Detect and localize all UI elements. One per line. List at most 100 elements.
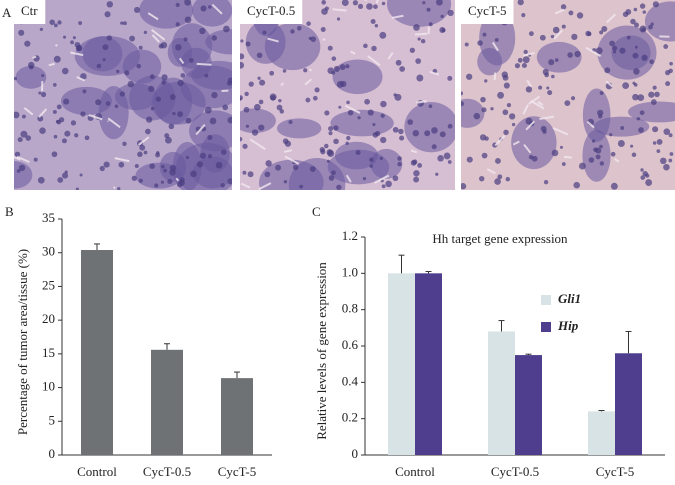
nucleus: [185, 155, 190, 160]
nucleus: [380, 100, 387, 108]
nucleus: [149, 74, 155, 80]
stroma-fiber: [522, 104, 529, 115]
nucleus: [490, 107, 494, 111]
nucleus: [413, 24, 420, 31]
nucleus: [550, 34, 555, 39]
y-tick-label: 5: [49, 412, 56, 427]
nucleus: [53, 23, 58, 28]
nucleus: [331, 56, 337, 61]
stroma-fiber: [304, 78, 313, 86]
stroma-fiber: [211, 3, 223, 15]
nucleus: [82, 89, 87, 94]
nucleus: [116, 69, 120, 74]
nucleus: [122, 21, 127, 26]
nucleus: [564, 100, 571, 107]
nucleus: [559, 145, 563, 149]
nucleus: [630, 144, 634, 148]
nucleus: [447, 160, 452, 164]
nucleus: [296, 25, 302, 31]
image-label: CycT-5: [468, 3, 507, 18]
nucleus: [251, 129, 259, 136]
bar: [515, 355, 542, 455]
nucleus: [393, 93, 397, 97]
nucleus: [184, 0, 192, 6]
nucleus: [642, 10, 646, 14]
stroma-fiber: [613, 158, 620, 163]
stroma-fiber: [391, 14, 404, 19]
nucleus: [160, 180, 164, 184]
nucleus: [62, 35, 67, 39]
tumor-nest: [167, 37, 193, 67]
tumor-nest: [628, 101, 675, 123]
nucleus: [587, 31, 592, 36]
nucleus: [379, 156, 383, 161]
nucleus: [440, 14, 444, 19]
nucleus: [70, 120, 77, 126]
nucleus: [477, 40, 483, 46]
stroma-fiber: [23, 107, 34, 116]
nucleus: [426, 7, 431, 12]
nucleus: [64, 130, 71, 137]
nucleus: [626, 35, 631, 40]
nucleus: [63, 98, 70, 105]
bar: [151, 349, 183, 455]
nucleus: [355, 150, 361, 156]
stroma-fiber: [525, 120, 535, 131]
nucleus: [269, 70, 275, 76]
nucleus: [625, 8, 632, 15]
nucleus: [222, 104, 229, 111]
nucleus: [172, 111, 176, 116]
stroma-fiber: [283, 149, 293, 153]
nucleus: [409, 47, 416, 53]
nucleus: [220, 183, 225, 188]
nucleus: [72, 36, 76, 40]
nucleus: [256, 52, 263, 59]
stroma-fiber: [563, 155, 572, 159]
tumor-nest: [332, 59, 383, 95]
stroma-fiber: [258, 182, 272, 190]
stroma-fiber: [32, 55, 37, 60]
nucleus: [637, 94, 645, 102]
nucleus: [481, 107, 487, 113]
nucleus: [64, 170, 68, 174]
nucleus: [336, 17, 341, 21]
stroma-fiber: [345, 174, 352, 183]
nucleus: [346, 135, 351, 141]
nucleus: [333, 138, 339, 145]
nucleus: [24, 40, 31, 47]
nucleus: [259, 79, 266, 86]
nucleus: [80, 111, 86, 117]
nucleus: [609, 40, 615, 47]
stroma-fiber: [416, 99, 427, 104]
nucleus: [177, 111, 184, 118]
nucleus: [138, 178, 143, 183]
nucleus: [610, 151, 616, 157]
y-tick-label: 1.2: [342, 228, 358, 243]
nucleus: [41, 73, 45, 78]
nucleus: [53, 55, 61, 63]
nucleus: [392, 126, 399, 133]
nucleus: [636, 117, 641, 121]
y-tick-label: 0.4: [342, 373, 359, 388]
nucleus: [392, 175, 399, 182]
stroma-fiber: [178, 57, 185, 65]
nucleus: [345, 64, 350, 69]
nucleus: [399, 135, 405, 141]
nucleus: [227, 116, 232, 124]
nucleus: [357, 3, 364, 10]
nucleus: [245, 124, 250, 128]
nucleus: [283, 180, 288, 184]
nucleus: [652, 85, 657, 90]
nucleus: [175, 22, 180, 27]
nucleus: [279, 109, 285, 114]
nucleus: [264, 171, 271, 178]
nucleus: [370, 18, 376, 24]
stroma-fiber: [523, 51, 535, 57]
nucleus: [33, 157, 38, 162]
nucleus: [369, 164, 373, 168]
nucleus: [373, 4, 378, 9]
nucleus: [399, 66, 406, 72]
stroma-fiber: [350, 50, 356, 55]
nucleus: [631, 152, 637, 158]
nucleus: [240, 97, 242, 101]
